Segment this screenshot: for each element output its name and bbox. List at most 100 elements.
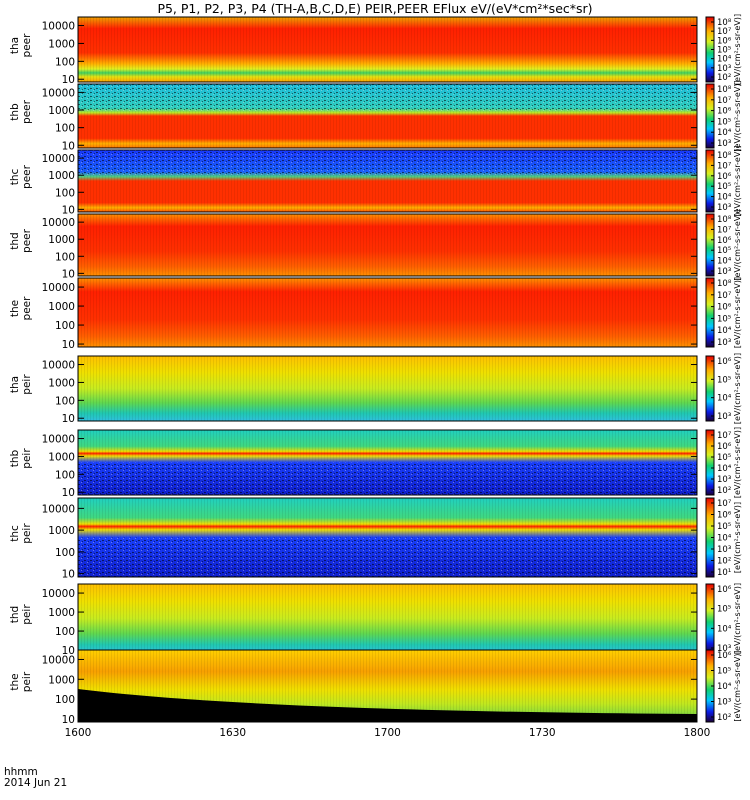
colorbar-tick-label: 10⁶ xyxy=(717,651,732,661)
x-axis-label-date: 2014 Jun 21 xyxy=(4,777,67,789)
panel-thb-peir: thb peir 10 100 1000 10000 10⁷10⁶10⁵10⁴10³10²[… xyxy=(9,427,742,499)
panel-product-label: peir xyxy=(21,604,33,625)
x-axis-label-hhmm: hhmm xyxy=(4,766,38,778)
y-tick-label: 1000 xyxy=(48,525,75,537)
y-tick-label: 1000 xyxy=(48,301,75,313)
panel-tha-peir: tha peir 10 100 1000 10000 10⁶ 10⁵ 10⁴ 10³ [eV/(cm… xyxy=(9,353,742,425)
colorbar-tick-label: 10⁵ xyxy=(717,246,731,256)
colorbar-tick-label: 10² xyxy=(717,557,731,567)
colorbar-tick-label: 10⁶ xyxy=(717,442,732,452)
y-tick-label: 1000 xyxy=(48,38,75,50)
colorbar-tick-label: 10⁸ xyxy=(717,151,732,161)
panel-product-label: peir xyxy=(21,448,33,469)
y-tick-label: 10000 xyxy=(42,503,75,515)
colorbar xyxy=(705,213,715,277)
y-tick-label: 10 xyxy=(62,268,75,280)
spectrogram-texture xyxy=(78,278,697,347)
y-tick-label: 10000 xyxy=(42,87,75,99)
colorbar-tick-label: 10⁶ xyxy=(717,585,732,595)
noise-region xyxy=(78,537,697,577)
y-tick-label: 10 xyxy=(62,487,75,499)
colorbar-tick-label: 10⁵ xyxy=(717,46,731,56)
x-tick-label: 1700 xyxy=(374,727,401,739)
colorbar-tick-label: 10⁷ xyxy=(717,161,732,171)
colorbar-tick-label: 10² xyxy=(717,73,731,83)
colorbar-tick-label: 10⁵ xyxy=(717,453,731,463)
colorbar-tick-label: 10⁷ xyxy=(717,96,732,106)
colorbar-tick-label: 10⁶ xyxy=(717,107,732,117)
y-tick-label: 100 xyxy=(55,251,75,263)
colorbar xyxy=(705,83,715,149)
panel-tha-peer: tha peer 10 100 1000 10000 10⁸10⁷10⁶10⁵10⁴10³1… xyxy=(9,14,742,86)
colorbar-tick-label: 10⁴ xyxy=(717,257,732,267)
spectrogram-texture xyxy=(78,356,697,421)
colorbar-tick-label: 10⁶ xyxy=(717,236,732,246)
y-tick-label: 100 xyxy=(55,56,75,68)
y-tick-label: 10000 xyxy=(42,282,75,294)
y-tick-label: 10 xyxy=(62,140,75,152)
y-tick-label: 10000 xyxy=(42,654,75,666)
colorbar-tick-label: 10² xyxy=(717,713,731,723)
colorbar-tick-label: 10⁴ xyxy=(717,55,732,65)
colorbar-tick-label: 10⁶ xyxy=(717,357,732,367)
colorbar-label: [eV/(cm²-s-sr-eV)] xyxy=(733,583,742,654)
y-tick-label: 1000 xyxy=(48,674,75,686)
colorbar-tick-label: 10³ xyxy=(717,267,731,277)
y-tick-label: 10000 xyxy=(42,153,75,165)
colorbar-tick-label: 10⁴ xyxy=(717,534,732,544)
colorbar-label: [eV/(cm²-s-sr-eV)] xyxy=(733,277,742,348)
y-tick-label: 10 xyxy=(62,569,75,581)
colorbar-tick-label: 10⁴ xyxy=(717,464,732,474)
panel-probe-label: thd xyxy=(9,232,21,249)
spectrogram-texture xyxy=(78,584,697,653)
panel-product-label: peer xyxy=(21,33,33,58)
colorbar-label: [eV/(cm²-s-sr-eV)] xyxy=(733,209,742,280)
y-tick-label: 100 xyxy=(55,547,75,559)
chart-title: P5, P1, P2, P3, P4 (TH-A,B,C,D,E) PEIR,P… xyxy=(157,1,592,16)
y-tick-label: 1000 xyxy=(48,377,75,389)
noise-region xyxy=(78,84,697,111)
colorbar-tick-label: 10⁸ xyxy=(717,18,732,28)
colorbar-tick-label: 10² xyxy=(717,486,731,496)
panel-product-label: peir xyxy=(21,523,33,544)
y-tick-label: 1000 xyxy=(48,451,75,463)
noise-region xyxy=(78,462,697,495)
colorbar-tick-label: 10³ xyxy=(717,475,731,485)
panel-probe-label: thc xyxy=(9,525,21,542)
noise-region xyxy=(78,150,697,177)
x-tick-label: 1730 xyxy=(529,727,556,739)
colorbar-label: [eV/(cm²-s-sr-eV)] xyxy=(733,502,742,573)
y-tick-label: 100 xyxy=(55,626,75,638)
y-tick-label: 100 xyxy=(55,123,75,135)
colorbar-tick-label: 10⁶ xyxy=(717,172,732,182)
y-tick-label: 10 xyxy=(62,74,75,86)
x-tick-label: 1630 xyxy=(219,727,246,739)
y-tick-label: 1000 xyxy=(48,105,75,117)
colorbar-tick-label: 10⁷ xyxy=(717,499,732,509)
y-tick-label: 1000 xyxy=(48,607,75,619)
panel-thd-peer: thd peer 10 100 1000 10000 10⁸10⁷10⁶10⁵10⁴10³[… xyxy=(9,209,742,280)
panel-frame xyxy=(77,149,698,213)
colorbar-tick-label: 10⁷ xyxy=(717,431,732,441)
panel-the-peir: the peir 10 100 1000 10000 10⁶ 10⁵ 10⁴ 10³ 10² [eV/… xyxy=(9,649,742,726)
colorbar-tick-label: 10⁶ xyxy=(717,303,732,313)
y-tick-label: 1000 xyxy=(48,170,75,182)
colorbar-tick-label: 10¹ xyxy=(717,568,731,578)
panel-frame xyxy=(77,429,698,496)
x-tick-label: 1600 xyxy=(65,727,92,739)
panel-probe-label: the xyxy=(9,300,21,317)
y-tick-label: 100 xyxy=(55,320,75,332)
colorbar-label: [eV/(cm²-s-sr-eV)] xyxy=(733,14,742,85)
colorbar-label: [eV/(cm²-s-sr-eV)] xyxy=(733,650,742,721)
colorbar-tick-label: 10³ xyxy=(717,338,731,348)
colorbar-tick-label: 10⁸ xyxy=(717,215,732,225)
y-tick-label: 10 xyxy=(62,204,75,216)
colorbar-tick-label: 10³ xyxy=(717,644,731,654)
panel-frame xyxy=(77,213,698,277)
y-tick-label: 10 xyxy=(62,339,75,351)
panel-probe-label: thb xyxy=(9,449,21,467)
panel-probe-label: tha xyxy=(9,376,21,393)
